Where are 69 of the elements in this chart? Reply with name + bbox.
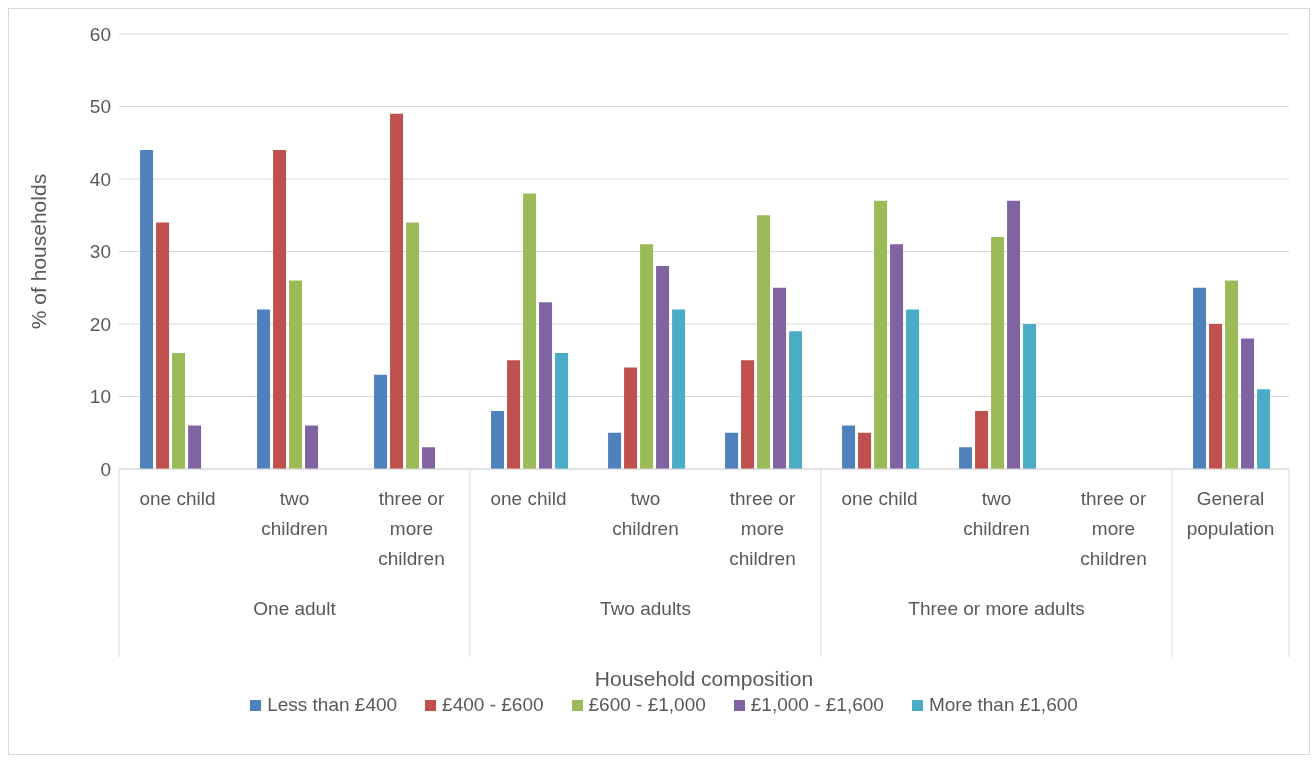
bar — [640, 244, 654, 469]
y-tick-label: 60 — [89, 23, 111, 45]
bar — [406, 222, 420, 469]
bar — [422, 447, 436, 469]
bar — [289, 280, 303, 469]
bar — [975, 411, 989, 469]
bar — [1023, 324, 1037, 469]
bar — [874, 200, 888, 469]
legend-label: £1,000 - £1,600 — [749, 694, 884, 716]
bar — [789, 331, 803, 469]
x-tick-label: two children — [261, 488, 328, 539]
bar — [390, 113, 404, 469]
legend-label: £400 - £600 — [441, 694, 544, 716]
y-tick-label: 40 — [89, 168, 111, 190]
bar — [725, 432, 739, 469]
bar — [172, 353, 186, 469]
x-tick-label: three or more children — [1080, 488, 1147, 569]
bar — [656, 266, 670, 469]
bar — [140, 150, 154, 469]
legend-label: £600 - £1,000 — [587, 694, 706, 716]
bar — [842, 425, 856, 469]
bar — [1257, 389, 1271, 469]
x-tick-label: one child — [490, 488, 567, 509]
bar — [608, 432, 622, 469]
bar — [741, 360, 755, 469]
y-tick-label: 10 — [89, 386, 111, 408]
bar — [305, 425, 319, 469]
bar — [273, 150, 287, 469]
x-tick-label: three or more children — [378, 488, 445, 569]
bar — [539, 302, 553, 469]
text: Two adults — [600, 598, 691, 619]
x-tick-label: two children — [963, 488, 1030, 539]
x-tick-label: General population — [1186, 488, 1275, 539]
y-tick-label: 20 — [89, 313, 111, 335]
text: One adult — [253, 598, 337, 619]
y-tick-label: 0 — [100, 458, 111, 480]
bar — [906, 309, 920, 469]
y-tick-label: 50 — [89, 96, 111, 118]
bar — [555, 353, 569, 469]
bar — [1193, 287, 1207, 469]
x-tick-label: one child — [139, 488, 216, 509]
x-tick-label: one child — [841, 488, 918, 509]
bar — [188, 425, 202, 469]
legend-label: Less than £400 — [266, 694, 398, 716]
bar — [991, 237, 1005, 469]
bar — [523, 193, 537, 469]
bar — [757, 215, 771, 469]
bar — [507, 360, 521, 469]
bar — [257, 309, 271, 469]
bar — [858, 432, 872, 469]
bar — [959, 447, 973, 469]
y-tick-label: 30 — [89, 241, 111, 263]
x-axis-title: Household composition — [594, 667, 814, 690]
bar — [1209, 324, 1223, 469]
bar — [374, 374, 388, 469]
bar — [672, 309, 686, 469]
bar — [1241, 338, 1255, 469]
bar — [156, 222, 170, 469]
y-axis-title: % of households — [27, 173, 51, 330]
bar — [1225, 280, 1239, 469]
x-tick-label: two children — [612, 488, 679, 539]
bar — [624, 367, 638, 469]
legend-label: More than £1,600 — [927, 694, 1078, 716]
x-tick-label: three or more children — [729, 488, 796, 569]
bar — [1007, 200, 1021, 469]
text: Three or more adults — [908, 598, 1085, 619]
bar — [773, 287, 787, 469]
bar — [491, 411, 505, 469]
bar — [890, 244, 904, 469]
